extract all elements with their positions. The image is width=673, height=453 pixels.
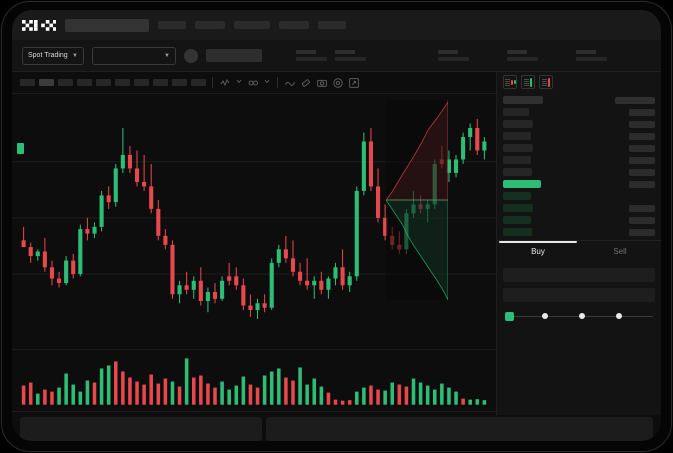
orderbook-header — [503, 96, 655, 104]
stat-24h-volume — [507, 50, 538, 61]
stat-24h-change — [296, 50, 327, 61]
orderbook-ask-row[interactable] — [503, 156, 655, 164]
depth-chart-overlay — [386, 100, 448, 300]
camera-icon[interactable] — [316, 77, 328, 89]
stat-24h-low — [438, 50, 469, 61]
candlestick-chart[interactable] — [12, 94, 496, 349]
volume-svg — [21, 358, 487, 405]
orderbook-ask-row[interactable] — [503, 132, 655, 140]
timeframe-more[interactable] — [191, 79, 206, 86]
screen: Spot Trading ▼ ▼ — [12, 10, 661, 441]
slider-stop-25[interactable] — [542, 313, 548, 319]
eraser-icon[interactable] — [300, 77, 312, 89]
order-amount-field[interactable] — [503, 288, 655, 302]
slider-stop-50[interactable] — [579, 313, 585, 319]
nav-item-more[interactable] — [318, 21, 346, 29]
order-amount-slider[interactable] — [505, 310, 653, 324]
orderbook-ask-row[interactable] — [503, 108, 655, 116]
slider-handle[interactable] — [505, 312, 514, 321]
settings-icon[interactable] — [332, 77, 344, 89]
chevron-down-icon[interactable] — [235, 77, 243, 89]
candlestick-svg — [12, 119, 496, 319]
orderbook-bid-row[interactable] — [503, 216, 655, 224]
stat-24h-turnover — [576, 50, 607, 61]
tab-buy[interactable]: Buy — [497, 241, 579, 262]
okx-logo[interactable] — [22, 19, 56, 31]
chevron-down-icon[interactable] — [263, 77, 271, 89]
trading-pair-select[interactable]: ▼ — [92, 46, 176, 65]
slider-stop-75[interactable] — [616, 313, 622, 319]
orderbook-bid-row[interactable] — [503, 192, 655, 200]
orderbook-ask-row[interactable] — [503, 120, 655, 128]
nav-item-markets[interactable] — [158, 21, 186, 29]
timeframe-5m[interactable] — [39, 79, 54, 86]
orderbook-bid-row[interactable] — [503, 228, 655, 236]
volume-histogram — [12, 349, 496, 411]
trading-mode-select[interactable]: Spot Trading ▼ — [22, 46, 84, 65]
fullscreen-icon[interactable] — [348, 77, 360, 89]
toolbar-divider — [277, 77, 278, 88]
chart-toolbar — [12, 72, 496, 94]
footer-panels — [12, 415, 661, 441]
orderbook-bid-row[interactable] — [503, 204, 655, 212]
footer-panel-right[interactable] — [265, 417, 653, 441]
footer-panel-left[interactable] — [20, 417, 262, 441]
last-price-display — [206, 49, 262, 62]
chart-column — [12, 72, 496, 441]
chevron-down-icon: ▼ — [72, 52, 78, 59]
trade-side-tabs: Buy Sell — [497, 240, 661, 262]
market-info-bar: Spot Trading ▼ ▼ — [12, 40, 661, 72]
orderbook-view-both-icon[interactable] — [503, 75, 517, 89]
line-chart-icon[interactable] — [284, 77, 296, 89]
chevron-down-icon: ▼ — [164, 52, 170, 59]
timeframe-1mo[interactable] — [172, 79, 187, 86]
timeframe-1m[interactable] — [20, 79, 35, 86]
indicators-icon[interactable] — [247, 77, 259, 89]
orderbook-view-bids-icon[interactable] — [521, 75, 535, 89]
nav-item-derivatives[interactable] — [234, 21, 270, 29]
toolbar-divider — [212, 77, 213, 88]
orderbook-rows[interactable] — [497, 92, 661, 240]
timeframe-1d[interactable] — [134, 79, 149, 86]
pair-coin-avatar — [184, 48, 198, 63]
orderbook-panel: Buy Sell — [496, 72, 661, 441]
main-content: Buy Sell — [12, 72, 661, 441]
trading-mode-label: Spot Trading — [28, 52, 68, 59]
orderbook-view-toggles — [497, 72, 661, 92]
stat-24h-high — [335, 50, 366, 61]
order-form — [497, 262, 661, 416]
order-price-field[interactable] — [503, 268, 655, 282]
timeframe-1w[interactable] — [153, 79, 168, 86]
timeframe-15m[interactable] — [58, 79, 73, 86]
orderbook-ask-row[interactable] — [503, 168, 655, 176]
timeframe-30m[interactable] — [77, 79, 92, 86]
candlestick-chart-icon[interactable] — [219, 77, 231, 89]
timeframe-1h[interactable] — [96, 79, 111, 86]
nav-item-earn[interactable] — [279, 21, 309, 29]
tab-sell[interactable]: Sell — [613, 247, 627, 256]
nav-item-trade[interactable] — [195, 21, 225, 29]
top-navigation-bar — [12, 10, 661, 40]
orderbook-view-asks-icon[interactable] — [539, 75, 553, 89]
search-input[interactable] — [65, 18, 149, 32]
orderbook-last-price-row — [503, 180, 655, 188]
timeframe-4h[interactable] — [115, 79, 130, 86]
orderbook-ask-row[interactable] — [503, 144, 655, 152]
current-price-marker — [16, 142, 24, 154]
